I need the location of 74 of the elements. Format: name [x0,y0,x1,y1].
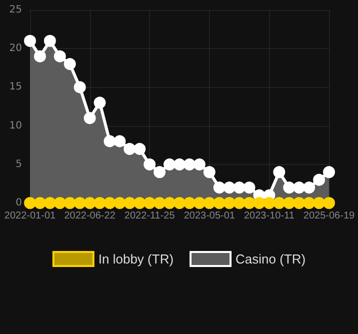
point [193,158,206,170]
point [223,182,236,194]
point [223,197,236,209]
point [174,158,186,170]
point [154,197,166,209]
point [134,197,146,209]
legend-label: In lobby (TR) [98,252,174,266]
x-tick-label: 2022-06-22 [64,210,116,222]
point [104,197,116,209]
point [124,197,136,209]
point [183,158,196,170]
point [164,158,176,170]
y-tick-label: 5 [16,158,22,170]
point [293,182,306,194]
point [84,197,96,209]
legend-label: Casino (TR) [236,252,306,266]
x-tick-label: 2022-01-01 [4,210,56,222]
point [323,197,335,209]
point [104,135,116,148]
point [203,166,216,178]
point [84,112,96,124]
x-tick-label: 2023-10-11 [244,210,295,222]
point [134,142,146,155]
point [34,50,46,62]
point [44,197,56,209]
point [114,135,126,148]
point [203,197,216,209]
point [144,197,156,209]
point [24,34,36,47]
point [34,197,46,209]
y-tick-label: 15 [9,82,22,93]
point [283,182,296,194]
point [74,197,86,209]
point [94,96,106,109]
point [164,197,176,209]
point [193,197,206,209]
point [293,197,306,209]
point [74,81,86,94]
point [213,182,226,194]
point [323,166,335,178]
point [124,142,136,155]
point [114,197,126,209]
point [233,197,246,209]
point [213,197,226,209]
y-tick-label: 10 [9,120,22,132]
point [243,182,256,194]
point [273,197,286,209]
x-tick-label: 2022-11-25 [124,210,176,222]
point [243,197,256,209]
x-tick-label: 2023-05-01 [184,210,236,222]
point [54,50,66,62]
y-tick-label: 0 [16,198,22,208]
point [94,197,106,209]
point [64,58,76,70]
point [64,197,76,209]
point [313,197,326,209]
point [24,197,36,209]
y-tick-label: 20 [9,43,22,54]
point [313,174,326,186]
point [253,197,266,209]
point [283,197,296,209]
point [183,197,196,209]
point [44,34,56,47]
point [233,182,246,194]
point [263,197,276,209]
point [174,197,186,209]
point [273,166,286,178]
point [54,197,66,209]
point [154,166,166,178]
x-tick-label: 2025-06-19 [303,210,356,222]
point [303,197,316,209]
point [303,182,316,194]
point [144,158,156,170]
y-tick-label: 25 [9,4,22,16]
